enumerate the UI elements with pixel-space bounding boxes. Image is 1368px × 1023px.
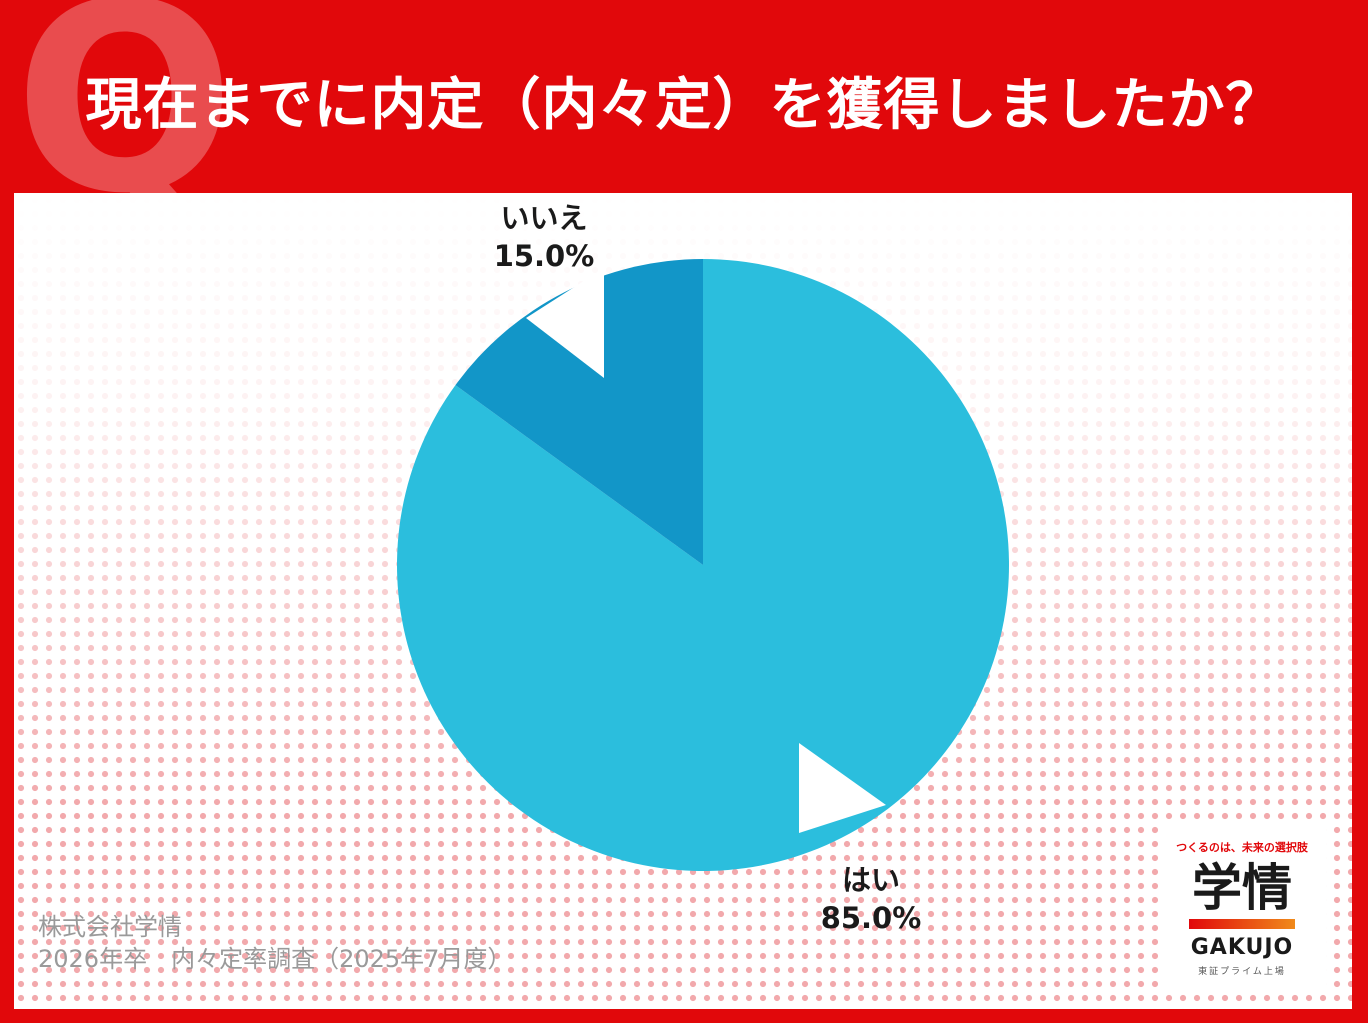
label-iie: いいえ 15.0%	[444, 199, 644, 275]
gakujo-logo: つくるのは、未来の選択肢 学情 GAKUJO 東証プライム上場	[1158, 825, 1326, 991]
logo-sub: 東証プライム上場	[1198, 967, 1286, 977]
label-iie-value: 15.0%	[493, 239, 595, 273]
logo-en: GAKUJO	[1190, 935, 1294, 960]
source-company: 株式会社学情	[38, 913, 182, 941]
page-title: 現在までに内定（内々定）を獲得しましたか？	[85, 73, 1283, 138]
logo-tagline: つくるのは、未来の選択肢	[1176, 841, 1308, 854]
slice-iie	[455, 259, 703, 565]
slice-hai	[397, 259, 1009, 872]
source-survey: 2026年卒 内々定率調査（2025年7月度）	[38, 945, 512, 973]
label-iie-category: いいえ	[500, 201, 588, 235]
pie-chart	[397, 259, 1009, 872]
pie-notch-decoration	[799, 743, 886, 833]
pie-notch-decoration-2	[526, 268, 604, 378]
label-hai-value: 85.0%	[820, 901, 922, 935]
label-hai: はい 85.0%	[771, 861, 971, 937]
label-hai-category: はい	[841, 863, 900, 897]
logo-bar	[1189, 919, 1295, 929]
logo-main: 学情	[1192, 859, 1292, 917]
chart-panel: いいえ 15.0% はい 85.0% 株式会社学情 2026年卒 内々定率調査（…	[14, 193, 1352, 1009]
source-note: 株式会社学情 2026年卒 内々定率調査（2025年7月度）	[38, 911, 511, 975]
